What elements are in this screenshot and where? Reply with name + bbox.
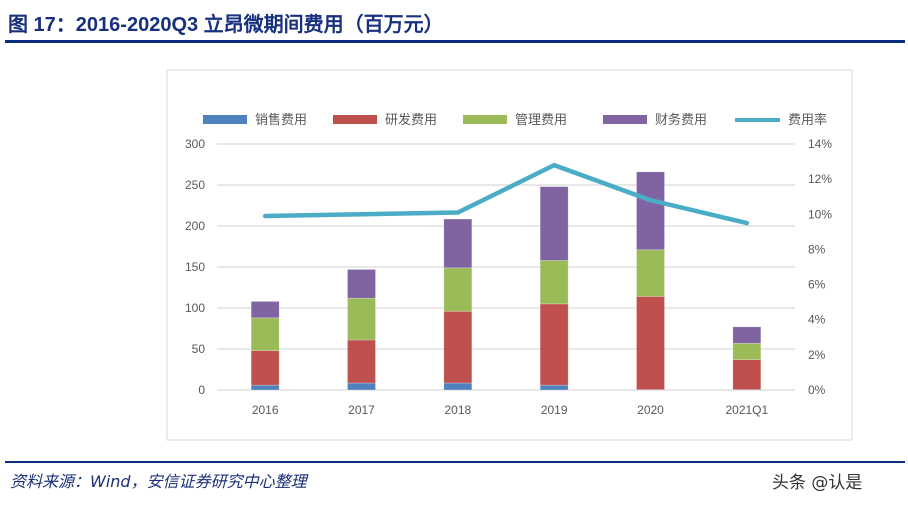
x-tick-label: 2019 <box>541 403 568 417</box>
bar-segment <box>250 301 280 319</box>
y2-tick-label: 0% <box>808 383 826 397</box>
x-tick-label: 2020 <box>637 403 664 417</box>
bar-segment <box>539 303 569 386</box>
x-tick-label: 2018 <box>444 403 471 417</box>
bar-segment <box>250 384 280 391</box>
y2-tick-label: 14% <box>808 137 832 151</box>
y-tick-label: 300 <box>185 137 205 151</box>
bar-segment <box>347 339 376 384</box>
bar-segment <box>636 249 665 297</box>
y2-tick-label: 4% <box>808 313 826 327</box>
legend-swatch <box>463 115 507 124</box>
bar-segment <box>347 297 376 341</box>
legend-label: 财务费用 <box>655 112 707 127</box>
bar-segment <box>636 171 665 251</box>
bar-segment <box>250 350 280 386</box>
bar-segment <box>443 267 473 312</box>
x-tick-label: 2016 <box>252 403 279 417</box>
bar-segment <box>347 382 376 391</box>
bar-segment <box>443 382 473 391</box>
y2-tick-label: 8% <box>808 242 826 256</box>
y-tick-label: 0 <box>198 383 205 397</box>
bar-segment <box>443 218 473 269</box>
bar-segment <box>539 186 569 261</box>
bar-segment <box>732 342 762 360</box>
legend-swatch <box>333 115 377 124</box>
bar-segment <box>347 269 376 299</box>
bar-segment <box>732 359 762 390</box>
legend-swatch <box>203 115 247 124</box>
bar-segment <box>636 296 665 390</box>
bar-segment <box>443 310 473 384</box>
footer-divider <box>5 461 905 463</box>
x-tick-label: 2021Q1 <box>725 403 768 417</box>
y2-tick-label: 6% <box>808 278 826 292</box>
bar-segment <box>539 260 569 305</box>
legend-label: 费用率 <box>788 112 827 127</box>
y-tick-label: 200 <box>185 219 205 233</box>
rate-line <box>262 162 750 226</box>
y2-tick-label: 12% <box>808 172 832 186</box>
bar-segment <box>732 326 762 344</box>
source-note: 资料来源：Wind，安信证券研究中心整理 <box>10 472 307 491</box>
x-tick-label: 2017 <box>348 403 375 417</box>
y2-tick-label: 2% <box>808 348 826 362</box>
bar-segment <box>539 384 569 391</box>
bar-segment <box>250 317 280 351</box>
y-tick-label: 50 <box>192 342 206 356</box>
y-tick-label: 150 <box>185 260 205 274</box>
legend-swatch <box>603 115 647 124</box>
legend-label: 销售费用 <box>255 112 307 127</box>
legend-label: 研发费用 <box>385 112 437 127</box>
y-tick-label: 100 <box>185 301 205 315</box>
figure-title: 图 17：2016-2020Q3 立昂微期间费用（百万元） <box>8 14 444 36</box>
y-tick-label: 250 <box>185 178 205 192</box>
watermark: 头条 @认是 <box>772 473 863 493</box>
legend-label: 管理费用 <box>515 112 567 127</box>
y2-tick-label: 10% <box>808 207 832 221</box>
title-divider <box>5 40 905 43</box>
